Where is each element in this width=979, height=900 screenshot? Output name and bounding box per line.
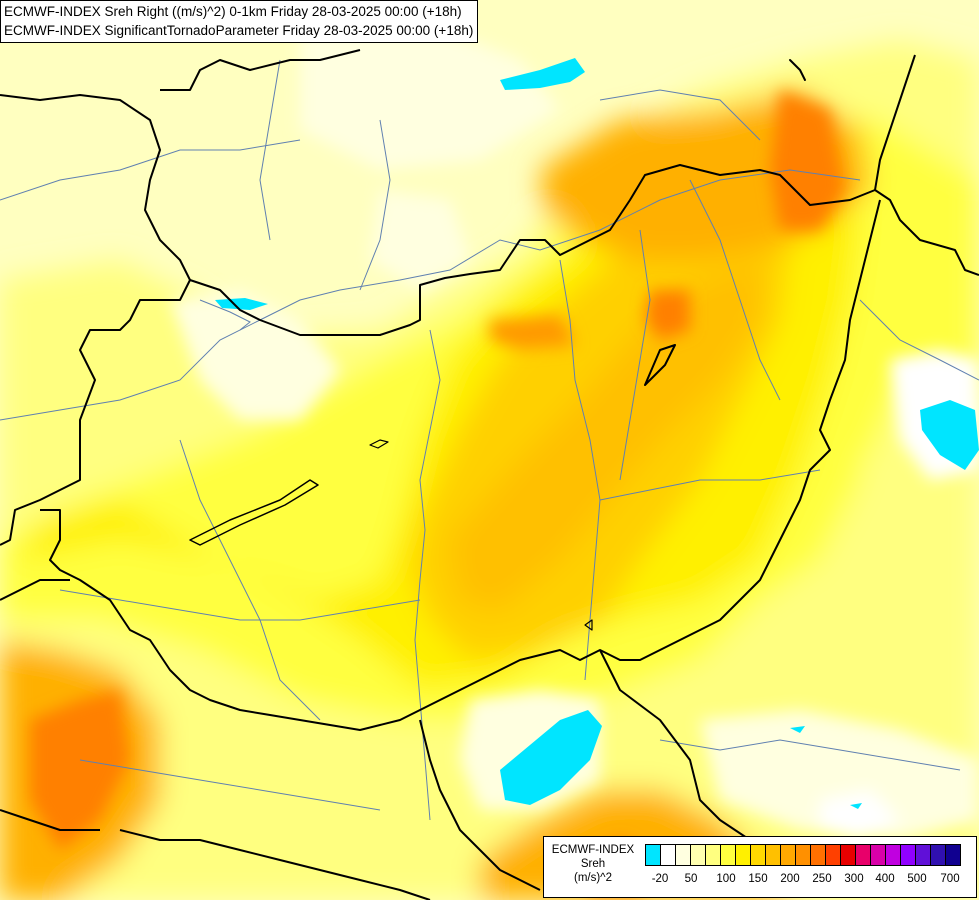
legend-swatch: [870, 844, 886, 866]
legend-swatch: [645, 844, 661, 866]
legend-swatch: [795, 844, 811, 866]
legend-tick: 200: [780, 873, 800, 885]
legend-swatch: [750, 844, 766, 866]
legend-swatch: [915, 844, 931, 866]
legend-swatch: [825, 844, 841, 866]
legend-swatch: [675, 844, 691, 866]
map-title: ECMWF-INDEX Sreh Right ((m/s)^2) 0-1km F…: [0, 0, 479, 43]
lakes-cyan: [215, 58, 979, 809]
legend-swatch: [855, 844, 871, 866]
legend-swatch: [705, 844, 721, 866]
title-line-sreh: ECMWF-INDEX Sreh Right ((m/s)^2) 0-1km F…: [4, 4, 462, 19]
legend-swatch: [840, 844, 856, 866]
legend-tick: 250: [812, 873, 832, 885]
legend-swatch: [720, 844, 736, 866]
legend-tick: 50: [684, 873, 698, 885]
legend-swatch: [900, 844, 916, 866]
title-line-stp: ECMWF-INDEX SignificantTornadoParameter …: [4, 23, 474, 38]
legend-tick: -20: [651, 873, 669, 885]
legend-tick: 400: [875, 873, 895, 885]
legend-tick: 700: [940, 873, 960, 885]
legend-swatch: [690, 844, 706, 866]
legend-swatch: [780, 844, 796, 866]
legend-tick: 150: [748, 873, 768, 885]
legend-title-line: ECMWF-INDEX: [551, 844, 635, 856]
country-borders: [0, 49, 979, 900]
legend-color-bar: [645, 844, 961, 866]
color-legend: ECMWF-INDEX Sreh (m/s)^2 -20 50 100 150 …: [543, 836, 977, 898]
legend-tick-labels: -20 50 100 150 200 250 300 400 500 700: [645, 873, 975, 889]
legend-tick: 500: [907, 873, 927, 885]
legend-title-line: (m/s)^2: [574, 872, 612, 884]
legend-title-line: Sreh: [580, 858, 606, 870]
legend-swatch: [885, 844, 901, 866]
legend-swatch: [810, 844, 826, 866]
legend-swatch: [660, 844, 676, 866]
legend-tick: 100: [716, 873, 736, 885]
legend-title: ECMWF-INDEX Sreh (m/s)^2: [544, 843, 642, 885]
legend-swatch: [945, 844, 961, 866]
legend-tick: 300: [844, 873, 864, 885]
legend-swatch: [765, 844, 781, 866]
legend-swatch: [735, 844, 751, 866]
legend-swatch: [930, 844, 946, 866]
